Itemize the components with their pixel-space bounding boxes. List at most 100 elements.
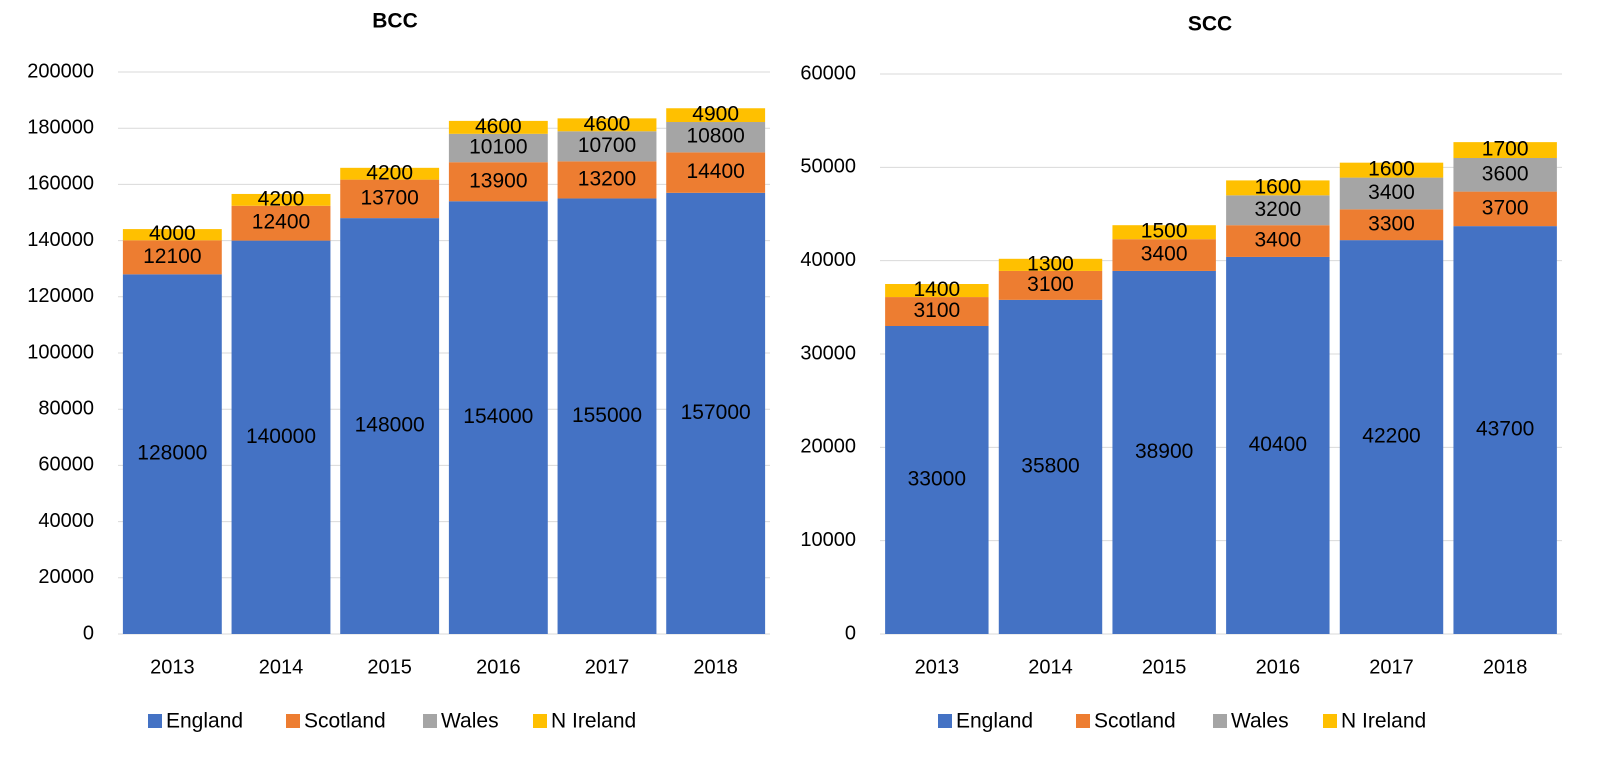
bar-segment (1453, 191, 1557, 227)
y-tick-label: 180000 (27, 116, 94, 138)
legend-swatch (148, 714, 162, 728)
data-label: 4600 (584, 112, 631, 135)
bar-segment (1112, 270, 1216, 634)
data-label: 4200 (258, 187, 305, 210)
data-label: 12100 (143, 245, 201, 268)
bar-segment (448, 162, 548, 202)
y-tick-label: 20000 (38, 566, 94, 588)
bar-segment (1226, 256, 1330, 634)
data-label: 1600 (1254, 175, 1301, 198)
data-label: 35800 (1021, 454, 1079, 477)
data-label: 40400 (1249, 433, 1307, 456)
data-label: 4200 (366, 161, 413, 184)
data-label: 12400 (252, 211, 310, 234)
data-label: 38900 (1135, 440, 1193, 463)
legend-swatch (1213, 714, 1227, 728)
bar-segment (885, 297, 989, 326)
bar-segment (340, 218, 440, 634)
bar-segment (666, 192, 766, 634)
bar-segment (1112, 239, 1216, 271)
bar-segment (557, 161, 657, 199)
x-tick-label: 2018 (1483, 656, 1528, 678)
data-label: 1300 (1027, 252, 1074, 275)
x-tick-label: 2013 (915, 656, 960, 678)
bar-segment (1226, 225, 1330, 257)
data-label: 154000 (463, 405, 533, 428)
bar-segment (448, 201, 548, 634)
y-tick-label: 40000 (38, 510, 94, 532)
data-label: 1600 (1368, 158, 1415, 181)
data-label: 3200 (1254, 198, 1301, 221)
data-label: 157000 (681, 401, 751, 424)
legend-label: England (166, 710, 243, 733)
data-label: 3300 (1368, 212, 1415, 235)
bar-segment (448, 133, 548, 163)
bar-segment (557, 131, 657, 162)
legend-swatch (286, 714, 300, 728)
legend-swatch (1076, 714, 1090, 728)
data-label: 10700 (578, 134, 636, 157)
data-label: 13200 (578, 167, 636, 190)
bar-segment (340, 167, 440, 180)
bar-segment (557, 118, 657, 132)
bar-segment (666, 122, 766, 153)
bar-segment (340, 179, 440, 219)
bar-segment (1226, 180, 1330, 196)
bar-segment (885, 284, 989, 298)
bar-segment (1453, 142, 1557, 158)
legend-label: Wales (1231, 710, 1289, 733)
x-tick-label: 2015 (1142, 656, 1187, 678)
bar-segment (1339, 162, 1444, 178)
y-tick-label: 100000 (27, 341, 94, 363)
data-label: 10100 (469, 136, 527, 159)
legend-swatch (423, 714, 437, 728)
bar-segment (231, 240, 331, 634)
y-tick-label: 60000 (800, 62, 856, 84)
data-label: 4900 (692, 103, 739, 126)
legend-swatch (938, 714, 952, 728)
data-label: 4000 (149, 222, 196, 245)
bar-segment (122, 240, 222, 275)
data-label: 1400 (913, 278, 960, 301)
chart-title: SCC (1188, 13, 1232, 36)
data-label: 13900 (469, 169, 527, 192)
data-label: 42200 (1362, 425, 1420, 448)
bar-segment (1453, 158, 1557, 192)
chart-title: BCC (372, 10, 418, 33)
y-tick-label: 40000 (800, 249, 856, 271)
bar-segment (1339, 177, 1444, 210)
y-tick-label: 80000 (38, 397, 94, 419)
x-tick-label: 2013 (150, 656, 195, 678)
bar-segment (1453, 226, 1557, 634)
legend-label: N Ireland (551, 710, 636, 733)
bar-segment (998, 299, 1103, 634)
y-tick-label: 50000 (800, 156, 856, 178)
data-label: 3400 (1254, 229, 1301, 252)
data-label: 3400 (1141, 243, 1188, 266)
y-tick-label: 10000 (800, 529, 856, 551)
y-tick-label: 0 (845, 622, 856, 644)
data-label: 14400 (686, 160, 744, 183)
bar-segment (231, 205, 331, 241)
bar-segment (122, 274, 222, 634)
legend-label: Scotland (304, 710, 386, 733)
bar-segment (1226, 195, 1330, 226)
data-label: 148000 (355, 414, 425, 437)
x-tick-label: 2014 (259, 656, 304, 678)
legend-label: Wales (441, 710, 499, 733)
data-label: 128000 (137, 442, 207, 465)
y-tick-label: 140000 (27, 229, 94, 251)
bar-segment (557, 198, 657, 634)
bar-segment (1112, 225, 1216, 240)
bar-segment (448, 120, 548, 134)
x-tick-label: 2014 (1028, 656, 1073, 678)
x-tick-label: 2016 (476, 656, 521, 678)
y-tick-label: 20000 (800, 436, 856, 458)
bar-segment (998, 270, 1103, 300)
x-tick-label: 2015 (367, 656, 412, 678)
x-tick-label: 2017 (585, 656, 630, 678)
data-label: 3100 (1027, 273, 1074, 296)
y-tick-label: 0 (83, 622, 94, 644)
legend-swatch (533, 714, 547, 728)
